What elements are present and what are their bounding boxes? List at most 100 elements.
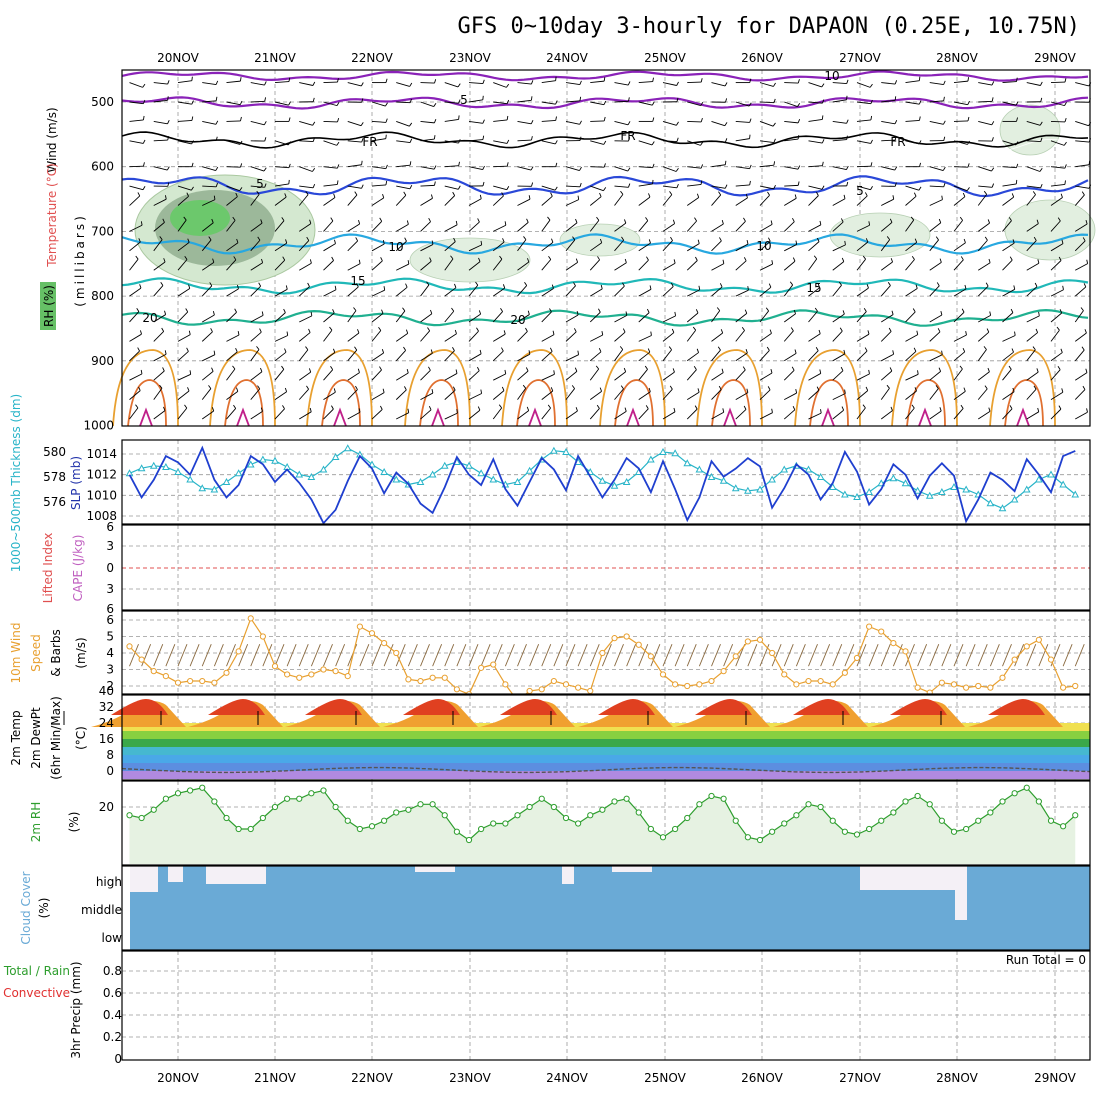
wind-barb [589,408,600,420]
wind-barb-flag [549,347,553,352]
thickness-marker [380,467,388,475]
wind-barb [832,261,845,271]
wind-barb-flag [987,367,990,372]
surface-wind-barb [723,644,734,667]
wind-barb [1050,408,1062,420]
thickness-marker [149,461,158,469]
contour-25 [989,349,1056,427]
wind-barb [953,101,968,106]
surface-wind-barb [929,644,940,667]
wind-speed-point [538,686,545,693]
wind-speed-point [744,638,751,645]
precip-background [122,951,1090,1060]
wind-barb-flag [452,191,456,196]
pressure-frame [121,439,1091,525]
wind-barb [977,349,987,362]
wind-barb [541,259,552,271]
wind-barb-flag [215,136,218,141]
wind-barb-flag [743,257,747,262]
wind-barb [274,183,289,187]
wind-barb-flag [673,259,676,264]
wind-barb-flag [554,140,558,145]
wind-barb [250,388,261,400]
wind-barb-flag [747,286,749,291]
wind-speed-point [247,615,254,622]
wind-barb [420,138,435,142]
wind-barb-flag [353,307,357,311]
wind-barb-flag [187,387,190,392]
wind-barb-flag [382,388,385,393]
wind-barb [832,284,842,297]
rh-point [187,787,194,794]
wind-barb-flag [941,195,943,200]
wind-barb [1074,194,1085,206]
wind-barb-flag [531,136,533,141]
wind-barb-flag [596,404,600,409]
wind-barb-flag [894,166,898,171]
bottom-date-label: 26NOV [741,1071,783,1085]
wind-barb-flag [813,255,818,260]
wind-barb [832,82,847,85]
wind-barb [1074,349,1085,362]
rh-point [902,798,909,805]
wind-barb [468,166,483,171]
wind-barb-flag [526,218,529,223]
wind-speed-point [296,674,303,681]
wind-barb-flag [575,258,579,263]
wind-barb [153,285,164,297]
rh-point [538,795,545,802]
thickness-tick: 576 [43,495,66,509]
thickness-marker [246,460,255,468]
wind-barb [978,262,991,271]
wind-barb-flag [312,81,316,86]
wind-barb [565,82,580,85]
wind-barb-flag [986,328,990,333]
surface-wind-barb [371,644,382,667]
wind-barb [711,120,725,127]
rh-area [129,787,1076,864]
thickness-marker [162,462,170,470]
wind-barb-flag [846,135,848,140]
surface-wind-barb [517,644,527,667]
surface-wind-barb [905,644,915,667]
surface-wind-barb [335,644,346,667]
wind-barb-flag [284,387,288,392]
wind-barb [1026,262,1040,271]
wind-barb-flag [1039,167,1043,172]
wind-barb-flag [841,406,845,411]
wind-barb [808,389,820,400]
wind-barb [856,390,869,400]
wind-barb [201,262,215,271]
wind-barb-flag [555,100,558,105]
wind-barb [1002,391,1015,400]
wind-barb [929,331,941,342]
wind-barb [1075,411,1088,420]
wind-barb [662,332,675,342]
surface-wind-barb [589,644,600,667]
wind-speed-point [223,669,230,676]
wind-barb-flag [551,238,554,243]
cloud-level-label: middle [81,903,122,917]
wind-barb [541,334,555,342]
wind-barb [250,185,265,188]
slp-tick: 1008 [86,509,117,523]
wind-barb-flag [409,98,412,103]
wind-barb [298,388,309,400]
rh-point [271,803,279,811]
wind-barb-flag [360,122,364,126]
wind-frame [121,610,1091,695]
wind-barb [565,371,578,381]
wind-barb [323,197,336,206]
wind-barb [808,119,823,122]
thickness-marker [186,475,194,483]
wind-barb [1002,408,1013,420]
surface-wind-barb [686,644,697,667]
wind-barb-flag [334,285,337,290]
wind-barb [614,411,627,420]
wind-speed-point [853,654,861,662]
wind-barb [759,101,775,104]
wind-barb-flag [164,350,167,355]
wind-barb [1002,196,1014,206]
wind-barb [444,310,455,323]
